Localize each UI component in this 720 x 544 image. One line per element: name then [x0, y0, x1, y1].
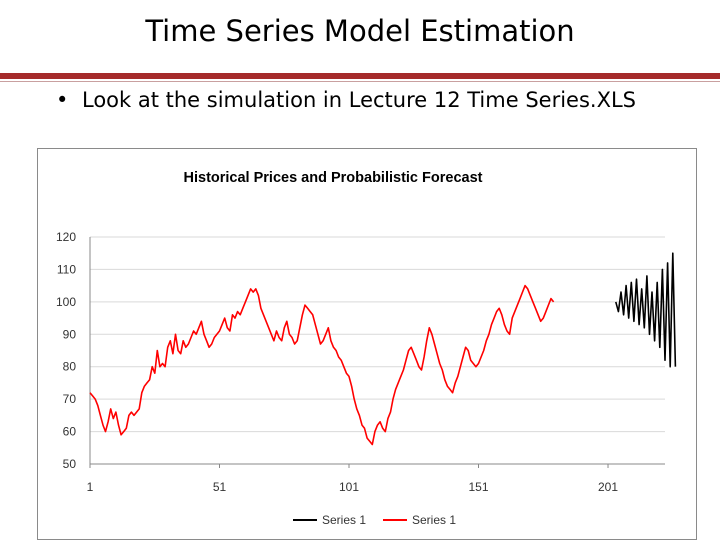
grid-lines: [90, 236, 665, 433]
y-tick-label: 70: [63, 392, 77, 406]
x-tick-label: 1: [87, 480, 94, 494]
y-tick-label: 80: [63, 360, 77, 374]
y-tick-label: 90: [63, 327, 77, 341]
series-line-historical: [89, 284, 555, 446]
bullet-text: Look at the simulation in Lecture 12 Tim…: [82, 88, 636, 112]
legend: Series 1 Series 1: [293, 513, 456, 527]
y-tick-label: 50: [63, 457, 77, 471]
chart-container: Historical Prices and Probabilistic Fore…: [37, 148, 697, 540]
y-tick-label: 120: [56, 230, 76, 244]
title-divider: [0, 73, 720, 79]
x-tick-label: 201: [598, 480, 618, 494]
line-chart: Historical Prices and Probabilistic Fore…: [37, 148, 697, 540]
bullet-item: • Look at the simulation in Lecture 12 Ti…: [56, 88, 636, 112]
chart-title: Historical Prices and Probabilistic Fore…: [184, 170, 483, 186]
x-tick-label: 151: [468, 480, 488, 494]
legend-label: Series 1: [412, 513, 456, 527]
chart-border: [37, 148, 697, 540]
slide-title: Time Series Model Estimation: [145, 14, 575, 48]
bullet-icon: •: [56, 88, 69, 112]
legend-label: Series 1: [322, 513, 366, 527]
series-lines: [89, 252, 677, 446]
y-tick-label: 110: [57, 262, 76, 276]
y-tick-label: 100: [56, 295, 76, 309]
x-tick-label: 51: [213, 480, 227, 494]
series-line-forecast: [615, 252, 677, 368]
x-tick-label: 101: [339, 480, 359, 494]
axes: [89, 237, 665, 468]
title-divider-thin: [0, 81, 720, 82]
y-tick-label: 60: [63, 425, 77, 439]
